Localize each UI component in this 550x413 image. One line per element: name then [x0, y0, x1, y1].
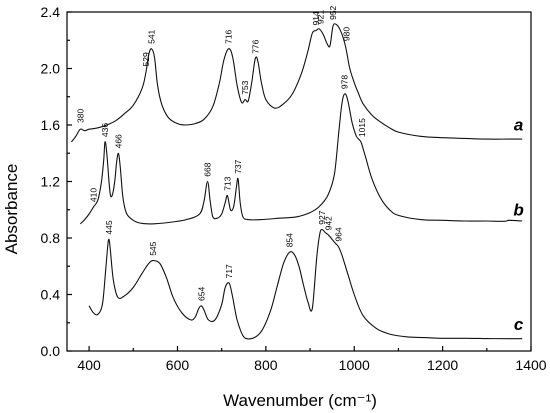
axis-ticks: 400 600 800 1000 1200 1400 0.0 0.4 0.8 1.2 1.6 2.0 2…	[41, 4, 547, 373]
peak-label-410: 410	[89, 188, 99, 202]
series-label-b: b	[513, 200, 523, 219]
peak-label-654: 654	[196, 287, 206, 301]
peak-label-445: 445	[104, 220, 114, 234]
peak-label-978: 978	[340, 75, 350, 89]
peak-label-717: 717	[224, 264, 234, 278]
series-labels: a b c	[513, 116, 523, 334]
peak-label-713: 713	[222, 176, 232, 190]
peak-label-737: 737	[233, 159, 243, 173]
y-tick-label: 1.6	[41, 117, 61, 133]
peak-label-668: 668	[203, 162, 213, 176]
series-label-a: a	[514, 116, 523, 135]
peak-label-436: 436	[100, 123, 110, 137]
plot-frame	[66, 11, 532, 352]
peak-label-466: 466	[113, 134, 123, 148]
peak-label-716: 716	[224, 29, 234, 43]
x-tick-label: 1000	[339, 357, 370, 373]
spectrum-curve-a	[70, 23, 523, 143]
peak-label-980: 980	[341, 27, 351, 41]
peak-label-529: 529	[141, 52, 151, 66]
spectrum-curve-b	[79, 93, 523, 225]
x-tick-label: 600	[166, 357, 190, 373]
x-tick-label: 1200	[427, 357, 458, 373]
peak-label-776: 776	[250, 39, 260, 53]
peak-label-914: 914	[311, 11, 321, 25]
peak-label-1015: 1015	[357, 118, 367, 137]
x-axis-title: Wavenumber (cm⁻¹)	[223, 391, 377, 410]
y-tick-label: 2.4	[41, 4, 61, 20]
plot-border	[66, 11, 532, 352]
x-tick-label: 800	[254, 357, 278, 373]
y-tick-label: 0.8	[41, 230, 61, 246]
y-axis-title: Absorbance	[2, 164, 21, 255]
spectrum-curve-c	[88, 228, 523, 340]
peak-label-952: 952	[328, 5, 338, 19]
series-label-c: c	[514, 315, 524, 334]
peak-label-921: 921	[316, 10, 326, 24]
peak-label-753: 753	[240, 80, 250, 94]
peak-label-964: 964	[333, 227, 343, 241]
peak-label-927: 927	[317, 210, 327, 224]
y-tick-label: 2.0	[41, 61, 61, 77]
y-tick-label: 1.2	[41, 174, 61, 190]
peak-label-545: 545	[148, 241, 158, 255]
peak-label-942: 942	[324, 216, 334, 230]
x-tick-label: 1400	[515, 357, 546, 373]
peak-label-541: 541	[146, 29, 156, 43]
peak-label-854: 854	[285, 233, 295, 247]
spectra-curves	[70, 23, 523, 340]
x-tick-label: 400	[77, 357, 101, 373]
y-tick-label: 0.4	[41, 287, 61, 303]
peak-label-380: 380	[75, 109, 85, 123]
y-tick-label: 0.0	[41, 343, 61, 359]
